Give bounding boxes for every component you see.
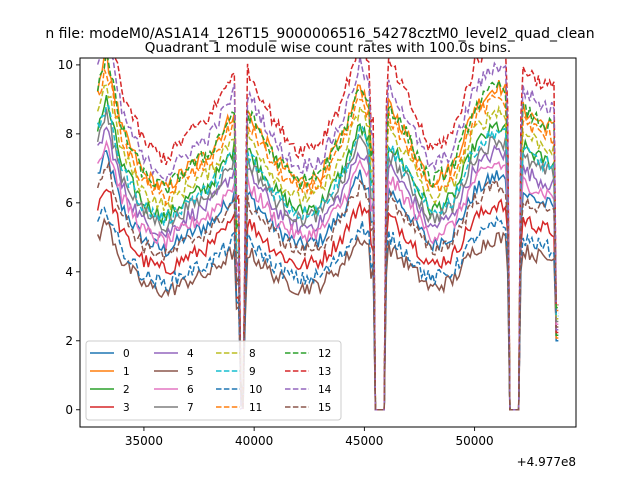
series-line-13 bbox=[114, 58, 559, 411]
series-line-0 bbox=[97, 150, 559, 411]
x-tick-label: 45000 bbox=[345, 434, 383, 448]
series-line-10 bbox=[96, 206, 559, 411]
x-tick-label: 35000 bbox=[125, 434, 163, 448]
legend-label-9: 9 bbox=[249, 366, 256, 378]
x-offset-text: +4.977e8 bbox=[517, 455, 576, 469]
legend-label-12: 12 bbox=[318, 348, 331, 360]
legend-label-4: 4 bbox=[187, 348, 194, 360]
legend-label-1: 1 bbox=[123, 366, 130, 378]
y-tick-label: 2 bbox=[65, 334, 73, 348]
legend-box bbox=[85, 340, 342, 421]
x-tick-label: 40000 bbox=[235, 434, 273, 448]
series-line-12 bbox=[96, 58, 559, 411]
legend-label-8: 8 bbox=[249, 348, 256, 360]
y-tick-label: 10 bbox=[58, 58, 73, 72]
y-tick-label: 4 bbox=[65, 265, 73, 279]
series-layer bbox=[96, 58, 559, 411]
legend-label-11: 11 bbox=[249, 402, 262, 414]
y-axis: 0 2 4 6 8 10 bbox=[58, 58, 80, 417]
y-tick-label: 0 bbox=[65, 403, 73, 417]
legend-label-5: 5 bbox=[187, 366, 194, 378]
y-tick-label: 6 bbox=[65, 196, 73, 210]
series-line-4 bbox=[97, 126, 559, 411]
series-line-6 bbox=[96, 139, 559, 411]
chart-title: Quadrant 1 module wise count rates with … bbox=[145, 40, 511, 56]
legend-label-6: 6 bbox=[187, 384, 194, 396]
legend-label-15: 15 bbox=[318, 402, 331, 414]
series-line-7 bbox=[96, 108, 559, 411]
series-line-15 bbox=[96, 160, 559, 411]
legend-label-2: 2 bbox=[123, 384, 130, 396]
plot-frame bbox=[79, 57, 577, 428]
legend-label-10: 10 bbox=[249, 384, 262, 396]
x-tick-label: 50000 bbox=[456, 434, 494, 448]
series-line-5 bbox=[96, 217, 559, 411]
x-axis: 35000 40000 45000 50000 bbox=[125, 427, 494, 448]
legend-label-3: 3 bbox=[123, 402, 130, 414]
series-line-14 bbox=[96, 58, 559, 411]
legend-label-0: 0 bbox=[123, 348, 130, 360]
series-line-9 bbox=[96, 104, 559, 411]
figure-suptitle: n file: modeM0/AS1A14_126T15_9000006516_… bbox=[45, 26, 594, 42]
legend-label-7: 7 bbox=[187, 402, 194, 414]
y-tick-label: 8 bbox=[65, 127, 73, 141]
legend-label-13: 13 bbox=[318, 366, 331, 378]
legend-label-14: 14 bbox=[318, 384, 332, 396]
series-line-11 bbox=[96, 69, 559, 411]
